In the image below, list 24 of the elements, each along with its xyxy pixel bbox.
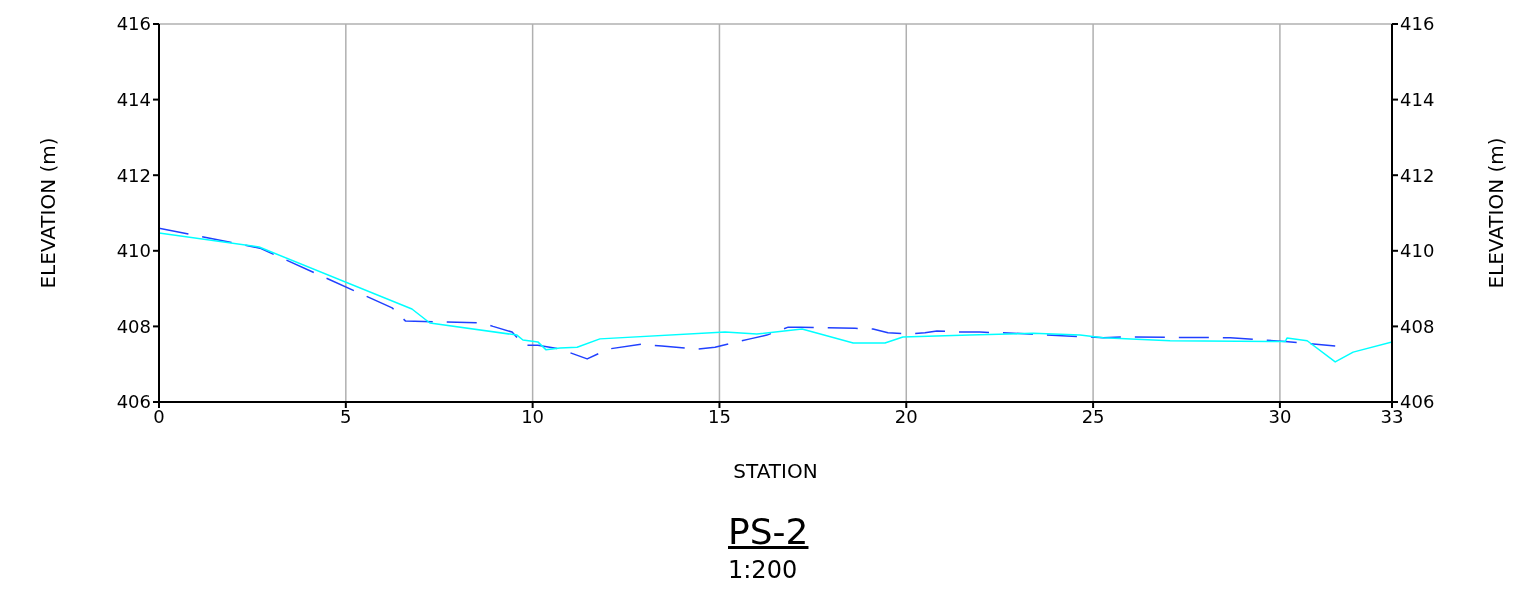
y2-tick-label: 412 bbox=[1400, 164, 1435, 186]
y2-tick-label: 414 bbox=[1400, 88, 1435, 110]
x-axis-title: STATION bbox=[733, 459, 818, 483]
x-tick-label: 15 bbox=[708, 405, 731, 427]
y-tick-label: 416 bbox=[116, 13, 151, 35]
y2-tick-label: 410 bbox=[1400, 240, 1435, 262]
x-tick-label: 0 bbox=[153, 405, 165, 427]
text: 1:200 bbox=[728, 555, 799, 586]
x-tick-label: 20 bbox=[894, 405, 918, 427]
x-tick-label: 33 bbox=[1380, 405, 1404, 427]
y-tick-label: 410 bbox=[116, 240, 151, 262]
y2-tick-label: 416 bbox=[1400, 13, 1435, 35]
y-tick-label: 412 bbox=[116, 164, 151, 186]
x-tick-label: 25 bbox=[1081, 405, 1105, 427]
y-tick-label: 414 bbox=[116, 88, 151, 110]
x-tick-label: 30 bbox=[1268, 405, 1292, 427]
y2-tick-label: 408 bbox=[1400, 315, 1435, 337]
x-tick-label: 5 bbox=[340, 405, 352, 427]
y2-axis-title: ELEVATION (m) bbox=[1484, 137, 1509, 289]
x-tick-label: 10 bbox=[521, 405, 545, 427]
y-tick-label: 408 bbox=[116, 315, 151, 337]
y-axis-title: ELEVATION (m) bbox=[36, 137, 61, 289]
text: PS-2 bbox=[728, 510, 810, 554]
y-tick-label: 406 bbox=[116, 391, 151, 413]
